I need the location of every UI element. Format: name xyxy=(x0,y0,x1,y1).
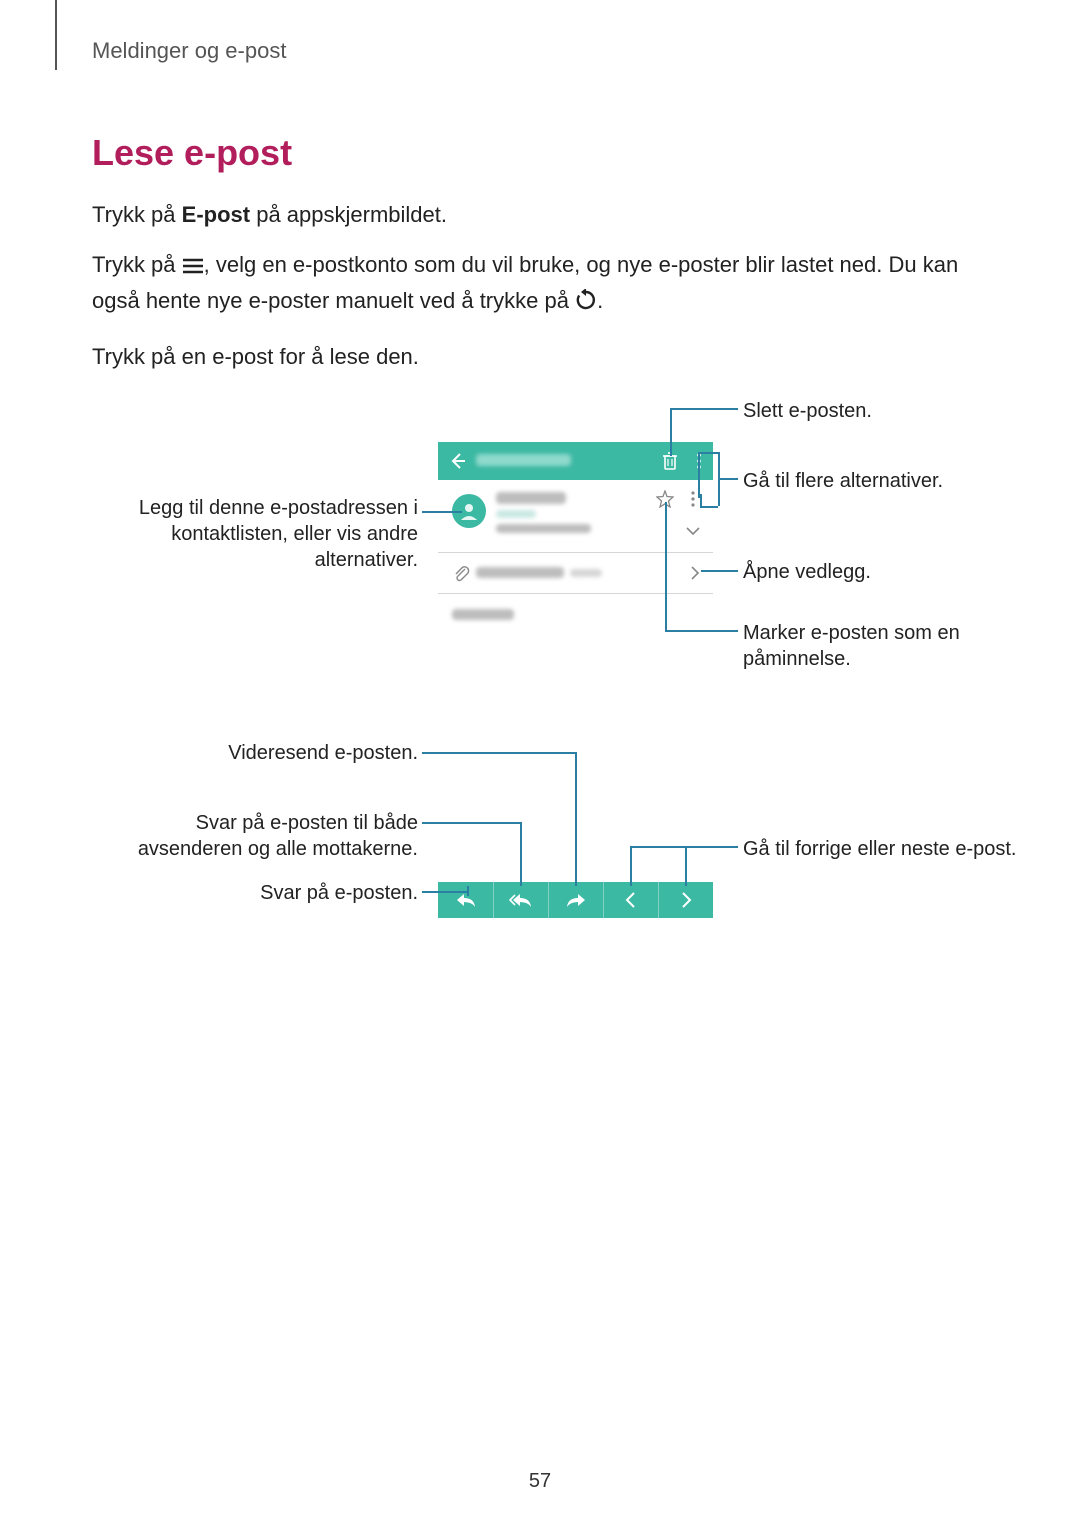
open-attachment-icon[interactable] xyxy=(688,565,702,586)
body-line-blurred xyxy=(452,609,514,620)
forward-button[interactable] xyxy=(548,882,604,918)
connector xyxy=(685,846,687,886)
callout-reply-all: Svar på e-posten til både avsenderen og … xyxy=(88,810,418,862)
connector xyxy=(575,752,577,886)
callout-more-options: Gå til flere alternativer. xyxy=(743,468,943,494)
para2-c: . xyxy=(597,288,603,313)
topbar-title-blurred xyxy=(476,454,571,466)
reply-all-button[interactable] xyxy=(493,882,549,918)
page-number: 57 xyxy=(0,1470,1080,1493)
sender-blurred xyxy=(496,492,566,504)
breadcrumb: Meldinger og e-post xyxy=(92,38,286,64)
connector xyxy=(700,506,718,508)
to-line-blurred xyxy=(496,510,536,518)
callout-mark-reminder-2: påminnelse. xyxy=(743,648,851,670)
next-button[interactable] xyxy=(658,882,713,918)
connector xyxy=(700,494,702,508)
connector xyxy=(701,570,738,572)
attachment-name-blurred xyxy=(476,567,564,578)
connector xyxy=(422,511,462,513)
connector xyxy=(665,630,738,632)
connector xyxy=(698,452,700,498)
callout-reply-all-2: avsenderen og alle mottakerne. xyxy=(138,838,418,860)
prev-button[interactable] xyxy=(603,882,659,918)
back-icon[interactable] xyxy=(448,451,468,476)
callout-open-attachment: Åpne vedlegg. xyxy=(743,559,871,585)
connector xyxy=(670,408,672,456)
callout-add-contact: Legg til denne e-postadressen i kontaktl… xyxy=(88,495,418,573)
paragraph-3: Trykk på en e-post for å lese den. xyxy=(92,340,972,373)
para1-b: på appskjermbildet. xyxy=(250,202,447,227)
connector xyxy=(630,846,738,848)
timestamp-blurred xyxy=(496,524,591,533)
attachment-size-blurred xyxy=(570,569,602,577)
attachment-row xyxy=(438,555,713,594)
callout-reply: Svar på e-posten. xyxy=(88,880,418,906)
connector xyxy=(665,502,667,630)
paragraph-2: Trykk på , velg en e-postkonto som du vi… xyxy=(92,248,972,320)
callout-add-contact-3: alternativer. xyxy=(315,549,418,571)
page-heading: Lese e-post xyxy=(92,132,292,174)
connector xyxy=(670,408,738,410)
phone-bottombar xyxy=(438,882,713,918)
callout-mark-reminder-1: Marker e-posten som en xyxy=(743,622,960,644)
callout-mark-reminder: Marker e-posten som en påminnelse. xyxy=(743,620,960,672)
callout-prev-next: Gå til forrige eller neste e-post. xyxy=(743,836,1016,862)
para2-a: Trykk på xyxy=(92,252,182,277)
paragraph-1: Trykk på E-post på appskjermbildet. xyxy=(92,198,972,231)
menu-icon xyxy=(182,251,204,284)
reply-button[interactable] xyxy=(438,882,494,918)
connector xyxy=(718,478,738,480)
para1-a: Trykk på xyxy=(92,202,182,227)
callout-add-contact-2: kontaktlisten, eller vis andre xyxy=(171,523,418,545)
callout-forward: Videresend e-posten. xyxy=(88,740,418,766)
connector xyxy=(422,752,575,754)
connector xyxy=(422,822,520,824)
email-header-row xyxy=(438,480,713,553)
para1-bold: E-post xyxy=(182,202,250,227)
callout-add-contact-1: Legg til denne e-postadressen i xyxy=(139,497,418,519)
connector xyxy=(520,822,522,886)
callout-delete: Slett e-posten. xyxy=(743,398,872,424)
refresh-icon xyxy=(575,287,597,320)
connector xyxy=(630,846,632,886)
paperclip-icon xyxy=(452,564,470,587)
callout-reply-all-1: Svar på e-posten til både xyxy=(196,812,418,834)
connector xyxy=(422,891,467,893)
connector xyxy=(467,886,469,896)
expand-icon[interactable] xyxy=(684,524,702,543)
connector xyxy=(698,452,718,454)
header-rule xyxy=(55,0,57,70)
para2-b: , velg en e-postkonto som du vil bruke, … xyxy=(92,252,958,313)
